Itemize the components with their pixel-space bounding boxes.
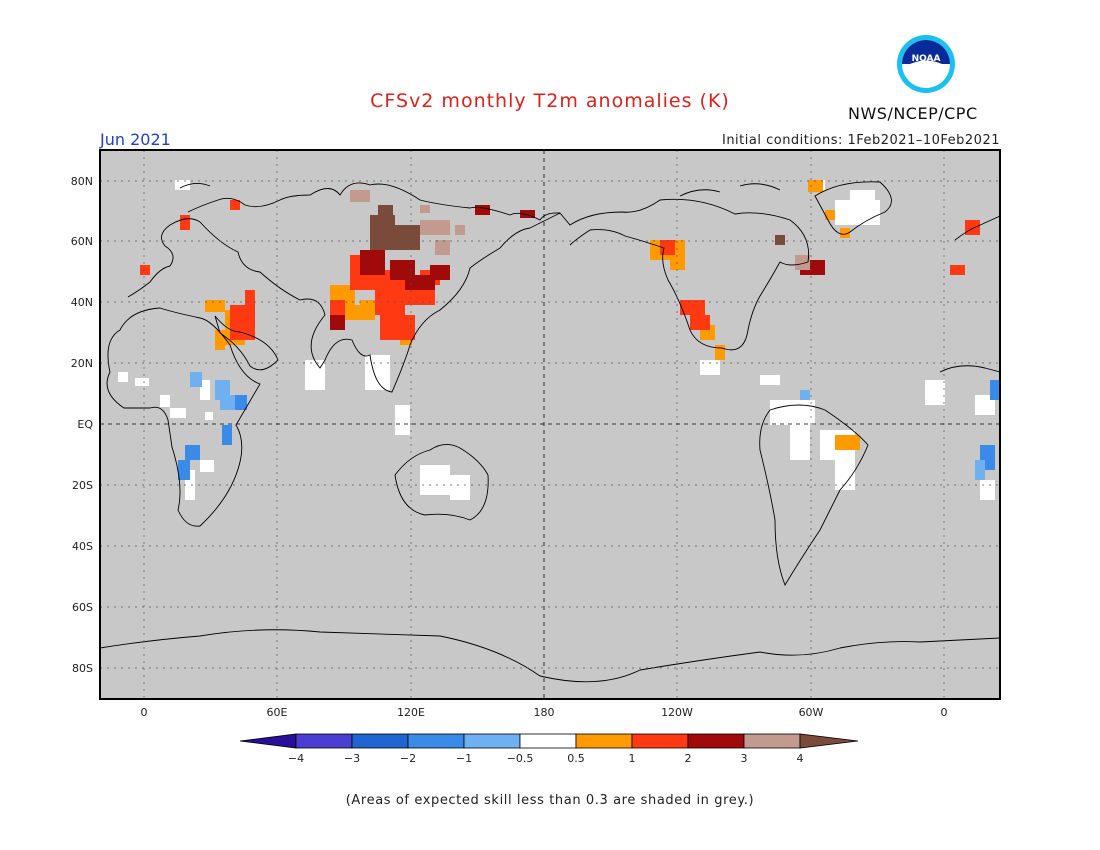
colorbar-swatch: [687, 733, 745, 749]
map-frame: [99, 149, 1001, 700]
map-background: [100, 150, 1000, 699]
lon-label: 60W: [799, 706, 824, 719]
lat-label: 80S: [72, 662, 93, 675]
colorbar-swatch: [631, 733, 689, 749]
colorbar-swatch: [295, 733, 353, 749]
map-title: CFSv2 monthly T2m anomalies (K): [370, 90, 730, 112]
colorbar-label: 0.5: [567, 752, 585, 765]
colorbar-arrow-low: [239, 733, 297, 749]
lon-label: 0: [941, 706, 948, 719]
noaa-logo: NOAA: [897, 35, 955, 93]
colorbar-label: −2: [400, 752, 416, 765]
colorbar-arrow-high: [799, 733, 859, 749]
latitude-labels: 80N 60N 40N 20N EQ 20S 40S 60S 80S: [71, 175, 94, 675]
anomaly-3-4-areas: [350, 190, 810, 270]
lat-label: 80N: [71, 175, 93, 188]
lat-label: EQ: [77, 418, 93, 431]
initial-conditions-label: Initial conditions: 1Feb2021–10Feb2021: [721, 133, 1000, 148]
colorbar-label: 2: [685, 752, 692, 765]
colorbar-swatch: [463, 733, 521, 749]
lat-lon-grid: [100, 150, 1000, 699]
logo-text: NOAA: [912, 54, 941, 64]
lon-label: 120E: [397, 706, 425, 719]
colorbar-label: 4: [797, 752, 804, 765]
anomaly-1-2-areas: [140, 200, 980, 340]
world-map: 80N 60N 40N 20N EQ 20S 40S 60S 80S 0 60E 120E 180 12…: [71, 149, 1001, 719]
colorbar-swatch: [407, 733, 465, 749]
neutral-anomaly-areas: [118, 180, 995, 500]
lat-label: 40N: [71, 296, 93, 309]
lat-label: 20S: [72, 479, 93, 492]
month-label: Jun 2021: [100, 130, 171, 149]
colorbar-swatch: [743, 733, 801, 749]
coastlines: [100, 181, 1000, 683]
colorbar-label: −1: [456, 752, 472, 765]
colorbar-swatch: [519, 733, 577, 749]
colorbar-label: 1: [629, 752, 636, 765]
colorbar-swatch: [351, 733, 409, 749]
lat-label: 60N: [71, 235, 93, 248]
anomaly-above-4-areas: [370, 205, 785, 250]
colorbar: −4 −3 −2 −1 −0.5 0.5 1 2 3 4: [239, 733, 859, 765]
longitude-labels: 0 60E 120E 180 120W 60W 0: [141, 706, 948, 719]
anomaly-05-1-areas: [205, 180, 860, 450]
colorbar-label: 3: [741, 752, 748, 765]
footnote: (Areas of expected skill less than 0.3 a…: [345, 793, 755, 808]
lat-label: 60S: [72, 601, 93, 614]
colorbar-label: −0.5: [507, 752, 534, 765]
lon-label: 180: [534, 706, 555, 719]
org-label: NWS/NCEP/CPC: [848, 104, 978, 123]
lon-label: 0: [141, 706, 148, 719]
lat-label: 20N: [71, 357, 93, 370]
lat-label: 40S: [72, 540, 93, 553]
colorbar-label: −3: [344, 752, 360, 765]
lon-label: 120W: [661, 706, 693, 719]
colorbar-swatch: [575, 733, 633, 749]
lon-label: 60E: [267, 706, 288, 719]
colorbar-label: −4: [288, 752, 304, 765]
